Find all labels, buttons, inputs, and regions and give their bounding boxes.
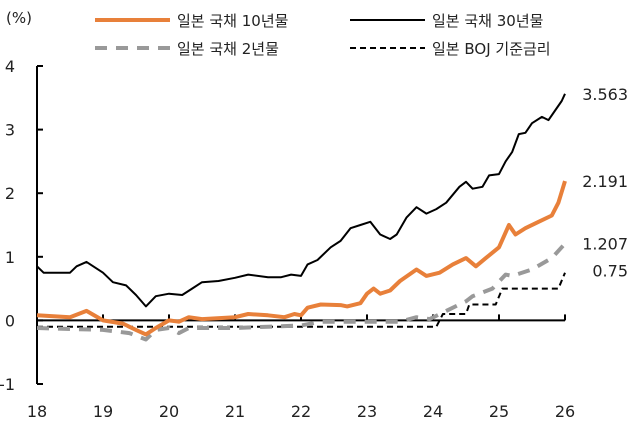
- series-line-2: [36, 242, 567, 342]
- x-tick-label: 26: [555, 402, 575, 421]
- x-tick-label: 18: [27, 402, 47, 421]
- series-line-1: [36, 93, 566, 308]
- x-tick-label: 21: [225, 402, 245, 421]
- x-tick-label: 20: [159, 402, 179, 421]
- legend-label: 일본 국채 2년물: [177, 40, 279, 58]
- end-label: 1.207: [582, 235, 628, 254]
- x-tick-label: 22: [291, 402, 311, 421]
- x-tick-label: 25: [489, 402, 509, 421]
- y-tick-label: 2: [5, 184, 15, 203]
- y-axis-unit: (%): [6, 9, 32, 27]
- y-tick-label: 4: [5, 57, 15, 76]
- legend-label: 일본 국채 10년물: [177, 12, 288, 30]
- x-tick-label: 24: [423, 402, 443, 421]
- series-line-0: [36, 180, 567, 337]
- end-label: 3.563: [582, 85, 628, 104]
- y-tick-label: 0: [5, 311, 15, 330]
- series-line-3: [37, 272, 566, 328]
- x-tick-label: 19: [93, 402, 113, 421]
- end-label: 2.191: [582, 172, 628, 191]
- end-label: 0.75: [592, 262, 628, 281]
- legend-label: 일본 국채 30년물: [432, 12, 543, 30]
- y-tick-label: 3: [5, 121, 15, 140]
- y-tick-label: -1: [0, 375, 15, 394]
- legend-label: 일본 BOJ 기준금리: [432, 40, 551, 58]
- x-tick-label: 23: [357, 402, 377, 421]
- y-tick-label: 1: [5, 248, 15, 267]
